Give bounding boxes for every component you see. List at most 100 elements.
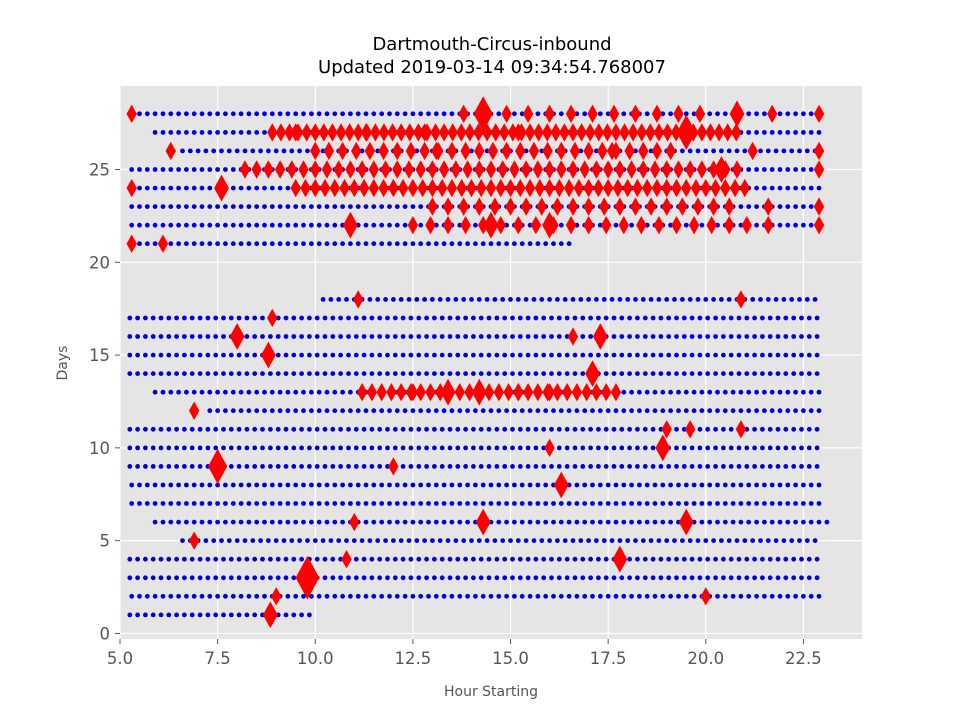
data-point [547, 538, 552, 543]
data-point [502, 464, 508, 469]
data-point [422, 538, 427, 543]
data-point [226, 148, 232, 154]
data-point [447, 556, 453, 562]
data-point [668, 408, 673, 414]
data-point [307, 445, 312, 451]
data-point [728, 352, 734, 358]
data-point [736, 352, 742, 358]
data-point [715, 222, 720, 228]
red-diamond-marker [587, 104, 598, 124]
data-point [189, 445, 195, 451]
data-point [707, 482, 713, 488]
data-point [722, 482, 728, 488]
data-point [457, 501, 463, 506]
red-diamond-marker [483, 382, 495, 402]
data-point [228, 315, 234, 321]
data-point [322, 315, 328, 321]
data-point [808, 111, 814, 117]
data-point [385, 334, 390, 339]
data-point [207, 204, 213, 210]
data-point [525, 315, 531, 321]
data-point [785, 167, 791, 172]
data-point [541, 464, 547, 469]
data-point [305, 148, 310, 154]
data-point [230, 167, 236, 172]
data-point [457, 241, 463, 247]
red-diamond-marker [813, 215, 825, 235]
data-point [629, 519, 634, 525]
data-point [176, 501, 182, 506]
data-point [268, 464, 273, 469]
data-point [375, 538, 381, 543]
data-point [699, 519, 705, 525]
data-point [441, 111, 447, 117]
red-diamond-marker [532, 382, 544, 402]
data-point [394, 408, 400, 414]
data-point [230, 130, 236, 135]
data-point [510, 575, 515, 581]
data-point [752, 426, 757, 432]
data-point [621, 389, 627, 395]
data-point [246, 389, 252, 395]
red-diamond-marker [513, 123, 524, 142]
data-point [213, 315, 219, 321]
data-point [262, 593, 267, 599]
data-point [736, 315, 742, 321]
data-point [762, 167, 767, 172]
data-point [316, 241, 322, 247]
data-point [799, 575, 804, 581]
data-point [752, 575, 757, 581]
data-point [703, 538, 709, 543]
data-point [814, 445, 820, 451]
data-point [189, 334, 195, 339]
red-diamond-marker [485, 160, 497, 179]
data-point [160, 111, 166, 117]
data-point [502, 426, 508, 432]
data-point [736, 575, 742, 581]
data-point [246, 111, 252, 117]
data-point [629, 482, 634, 488]
data-point [570, 538, 576, 543]
red-diamond-marker [583, 141, 594, 161]
data-point [191, 593, 197, 599]
data-point [808, 185, 814, 191]
red-diamond-marker [476, 178, 487, 198]
data-point [652, 593, 658, 599]
data-point [627, 464, 632, 469]
data-point [711, 148, 716, 154]
data-point [447, 464, 453, 469]
data-point [574, 519, 580, 525]
data-point [394, 111, 400, 117]
data-point [392, 352, 398, 358]
data-point [767, 315, 773, 321]
data-point [523, 148, 529, 154]
data-point [205, 352, 211, 358]
data-point [721, 334, 726, 339]
red-diamond-marker [358, 178, 370, 198]
data-point [205, 334, 211, 339]
data-point [375, 148, 381, 154]
data-point [143, 315, 148, 321]
data-point [549, 556, 554, 562]
red-diamond-marker [337, 141, 348, 161]
data-point [627, 556, 632, 562]
data-point [658, 575, 664, 581]
data-point [705, 426, 711, 432]
data-point [562, 538, 568, 543]
data-point [769, 389, 775, 395]
data-point [674, 426, 679, 432]
data-point [541, 556, 547, 562]
data-point [769, 408, 775, 414]
data-point [182, 464, 187, 469]
data-point [590, 593, 595, 599]
data-point [166, 426, 172, 432]
data-point [348, 241, 353, 247]
data-point [681, 464, 687, 469]
data-point [754, 222, 759, 228]
x-axis: 5.0 7.5 10.0 12.5 15.0 17.5 20.0 22.5 [107, 639, 822, 668]
data-point [471, 334, 476, 339]
data-point [496, 408, 502, 414]
red-diamond-marker [636, 215, 647, 235]
data-point [447, 315, 453, 321]
data-point [236, 352, 242, 358]
